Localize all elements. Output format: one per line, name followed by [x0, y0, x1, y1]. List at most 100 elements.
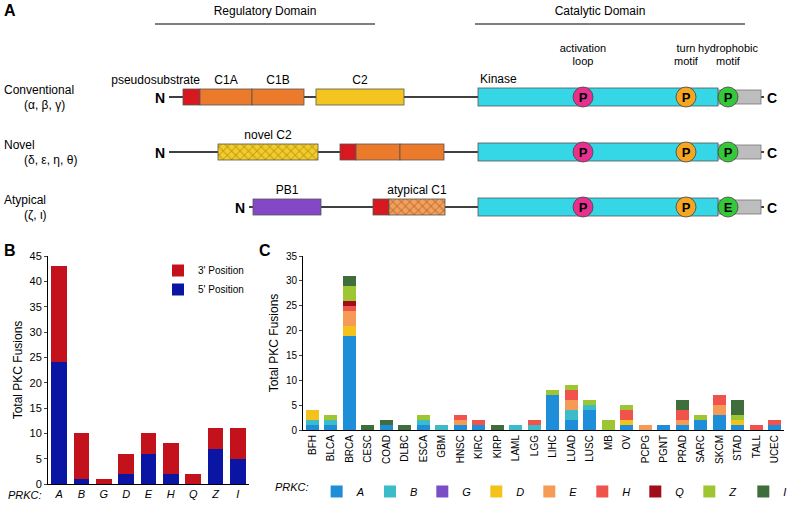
svg-text:PRAD: PRAD: [677, 435, 688, 463]
svg-text:pseudosubstrate: pseudosubstrate: [111, 73, 200, 87]
svg-text:STAD: STAD: [732, 435, 743, 461]
svg-text:5: 5: [291, 400, 297, 411]
svg-text:G: G: [462, 486, 471, 498]
svg-text:40: 40: [30, 275, 42, 287]
svg-text:(α, β, γ): (α, β, γ): [24, 98, 65, 112]
svg-text:N: N: [155, 145, 165, 161]
svg-text:ESCA: ESCA: [418, 435, 429, 463]
svg-text:A: A: [54, 488, 62, 500]
svg-text:Total PKC Fusions: Total PKC Fusions: [267, 294, 281, 393]
svg-text:C: C: [767, 145, 777, 161]
svg-text:PB1: PB1: [276, 183, 299, 197]
svg-text:P: P: [579, 90, 588, 105]
svg-text:Atypical: Atypical: [4, 193, 46, 207]
svg-text:COAD: COAD: [381, 435, 392, 464]
svg-text:TALL: TALL: [751, 435, 762, 459]
svg-text:5: 5: [36, 453, 42, 465]
svg-text:E: E: [724, 200, 733, 215]
svg-text:Q: Q: [189, 488, 198, 500]
svg-text:motif: motif: [674, 55, 699, 67]
svg-text:PRKC:: PRKC:: [275, 481, 309, 493]
svg-text:LAML: LAML: [510, 435, 521, 462]
svg-text:Catalytic Domain: Catalytic Domain: [555, 4, 646, 18]
svg-text:D: D: [122, 488, 130, 500]
svg-text:SKCM: SKCM: [714, 435, 725, 464]
svg-text:motif: motif: [716, 55, 741, 67]
svg-text:30: 30: [30, 326, 42, 338]
svg-text:0: 0: [36, 478, 42, 490]
svg-text:Kinase: Kinase: [480, 72, 517, 86]
svg-text:E: E: [569, 486, 577, 498]
svg-text:GBM: GBM: [436, 435, 447, 458]
svg-text:10: 10: [286, 375, 298, 386]
svg-text:I: I: [783, 486, 786, 498]
svg-text:activation: activation: [560, 42, 606, 54]
svg-text:OV: OV: [621, 435, 632, 450]
svg-text:3' Position: 3' Position: [198, 265, 244, 276]
svg-text:Conventional: Conventional: [4, 83, 74, 97]
svg-text:UCEC: UCEC: [769, 435, 780, 463]
svg-text:P: P: [579, 145, 588, 160]
svg-text:Z: Z: [211, 488, 220, 500]
svg-text:35: 35: [30, 301, 42, 313]
svg-text:Novel: Novel: [4, 138, 35, 152]
svg-text:Regulatory Domain: Regulatory Domain: [214, 4, 317, 18]
svg-text:C1B: C1B: [266, 73, 289, 87]
svg-text:20: 20: [286, 325, 298, 336]
svg-text:BLCA: BLCA: [325, 435, 336, 461]
svg-text:10: 10: [30, 427, 42, 439]
svg-text:BFH: BFH: [307, 435, 318, 455]
svg-text:G: G: [100, 488, 109, 500]
svg-text:HNSC: HNSC: [455, 435, 466, 463]
svg-text:P: P: [724, 90, 733, 105]
svg-text:0: 0: [291, 425, 297, 436]
svg-text:KIRP: KIRP: [492, 435, 503, 459]
svg-text:I: I: [236, 488, 239, 500]
svg-text:BRCA: BRCA: [344, 435, 355, 463]
svg-text:Z: Z: [728, 486, 737, 498]
svg-text:B: B: [410, 486, 417, 498]
svg-text:25: 25: [30, 351, 42, 363]
svg-text:H: H: [167, 488, 175, 500]
svg-text:P: P: [682, 200, 691, 215]
svg-text:SARC: SARC: [695, 435, 706, 463]
svg-text:Q: Q: [675, 486, 684, 498]
svg-text:C2: C2: [352, 73, 368, 87]
svg-text:45: 45: [30, 250, 42, 262]
svg-text:LGG: LGG: [529, 435, 540, 456]
svg-text:atypical C1: atypical C1: [387, 183, 447, 197]
svg-text:N: N: [155, 90, 165, 106]
svg-text:B: B: [78, 488, 85, 500]
svg-text:(ζ, ι): (ζ, ι): [24, 208, 47, 222]
svg-text:CESC: CESC: [362, 435, 373, 463]
svg-text:LIHC: LIHC: [547, 435, 558, 458]
svg-text:A: A: [356, 486, 364, 498]
svg-text:20: 20: [30, 377, 42, 389]
svg-text:LUSC: LUSC: [584, 435, 595, 462]
svg-text:PCPG: PCPG: [640, 435, 651, 464]
svg-text:Total PKC Fusions: Total PKC Fusions: [11, 321, 25, 420]
svg-text:KIRC: KIRC: [473, 435, 484, 459]
svg-text:C1A: C1A: [214, 73, 237, 87]
svg-text:E: E: [145, 488, 153, 500]
svg-text:35: 35: [286, 251, 298, 262]
svg-text:hydrophobic: hydrophobic: [698, 42, 758, 54]
svg-text:H: H: [622, 486, 630, 498]
svg-text:25: 25: [286, 300, 298, 311]
svg-text:D: D: [516, 486, 524, 498]
svg-text:LUAD: LUAD: [566, 435, 577, 462]
svg-text:novel C2: novel C2: [244, 128, 292, 142]
svg-text:turn: turn: [677, 42, 696, 54]
svg-text:C: C: [767, 200, 777, 216]
svg-text:PGNT: PGNT: [658, 435, 669, 463]
svg-text:P: P: [579, 200, 588, 215]
svg-text:N: N: [235, 200, 245, 216]
svg-text:(δ, ε, η, θ): (δ, ε, η, θ): [24, 153, 77, 167]
svg-text:30: 30: [286, 275, 298, 286]
svg-text:P: P: [724, 145, 733, 160]
svg-text:PRKC:: PRKC:: [8, 489, 42, 501]
svg-text:MB: MB: [603, 435, 614, 450]
svg-text:A: A: [4, 2, 16, 19]
svg-text:15: 15: [30, 402, 42, 414]
svg-text:P: P: [682, 145, 691, 160]
